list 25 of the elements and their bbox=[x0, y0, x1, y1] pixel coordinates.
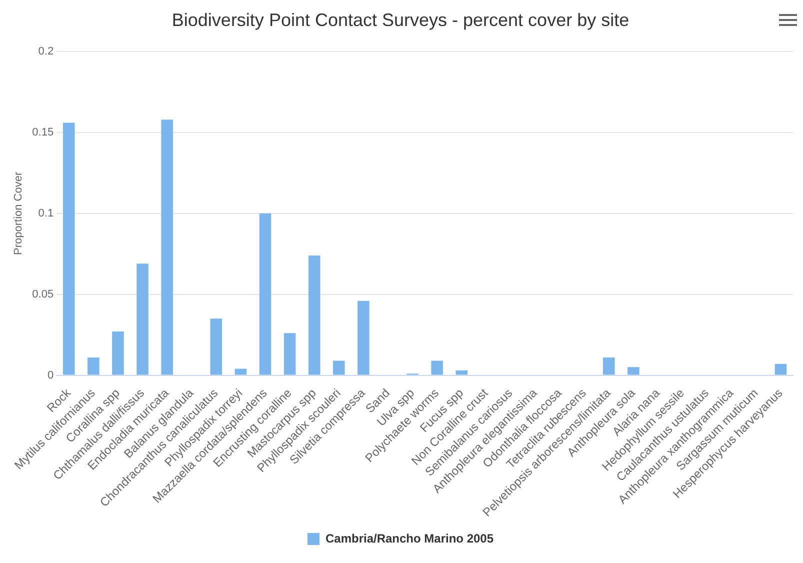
bar bbox=[136, 264, 148, 375]
y-tick-label: 0 bbox=[47, 369, 54, 382]
y-tick-label: 0.15 bbox=[32, 126, 54, 139]
y-axis-title: Proportion Cover bbox=[12, 172, 25, 256]
bar bbox=[774, 364, 787, 375]
bar bbox=[628, 367, 640, 375]
y-tick-label: 0.2 bbox=[38, 46, 54, 58]
bar bbox=[431, 360, 443, 375]
bar bbox=[161, 120, 173, 375]
bar bbox=[88, 357, 100, 375]
bar bbox=[234, 368, 247, 375]
bar bbox=[333, 360, 345, 375]
chart-title: Biodiversity Point Contact Surveys - percent cover by site bbox=[172, 10, 630, 30]
bar bbox=[358, 300, 370, 375]
y-tick-label: 0.05 bbox=[32, 288, 54, 300]
bar bbox=[284, 333, 296, 375]
bar bbox=[210, 318, 222, 375]
y-tick-label: 0.1 bbox=[38, 207, 54, 220]
legend-label: Cambria/Rancho Marino 2005 bbox=[325, 531, 494, 546]
bar bbox=[112, 332, 124, 375]
bar bbox=[308, 256, 320, 375]
bar bbox=[603, 357, 615, 375]
bar bbox=[62, 122, 75, 375]
bar bbox=[259, 213, 272, 375]
bar bbox=[456, 370, 468, 375]
